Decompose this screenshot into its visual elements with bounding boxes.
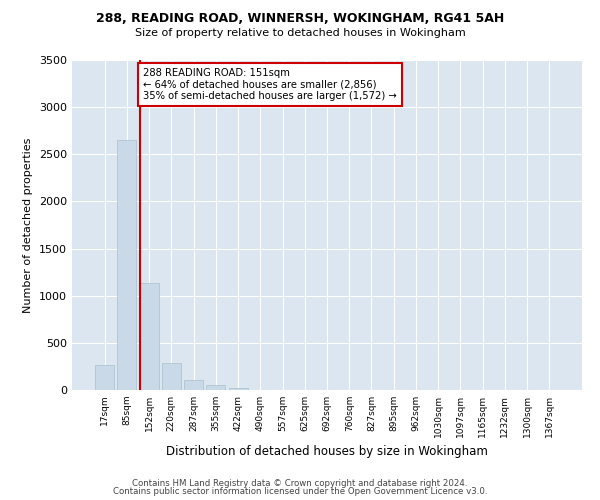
Bar xyxy=(95,365,114,390)
Text: 288 READING ROAD: 151sqm
← 64% of detached houses are smaller (2,856)
35% of sem: 288 READING ROAD: 151sqm ← 64% of detach… xyxy=(143,68,397,100)
Text: Contains HM Land Registry data © Crown copyright and database right 2024.: Contains HM Land Registry data © Crown c… xyxy=(132,478,468,488)
Bar xyxy=(162,363,181,390)
Bar xyxy=(206,385,225,390)
Bar xyxy=(118,140,136,390)
Text: Contains public sector information licensed under the Open Government Licence v3: Contains public sector information licen… xyxy=(113,487,487,496)
Bar xyxy=(184,380,203,390)
Text: Size of property relative to detached houses in Wokingham: Size of property relative to detached ho… xyxy=(134,28,466,38)
Y-axis label: Number of detached properties: Number of detached properties xyxy=(23,138,34,312)
Bar xyxy=(229,388,248,390)
Bar xyxy=(140,284,158,390)
Text: 288, READING ROAD, WINNERSH, WOKINGHAM, RG41 5AH: 288, READING ROAD, WINNERSH, WOKINGHAM, … xyxy=(96,12,504,26)
X-axis label: Distribution of detached houses by size in Wokingham: Distribution of detached houses by size … xyxy=(166,446,488,458)
